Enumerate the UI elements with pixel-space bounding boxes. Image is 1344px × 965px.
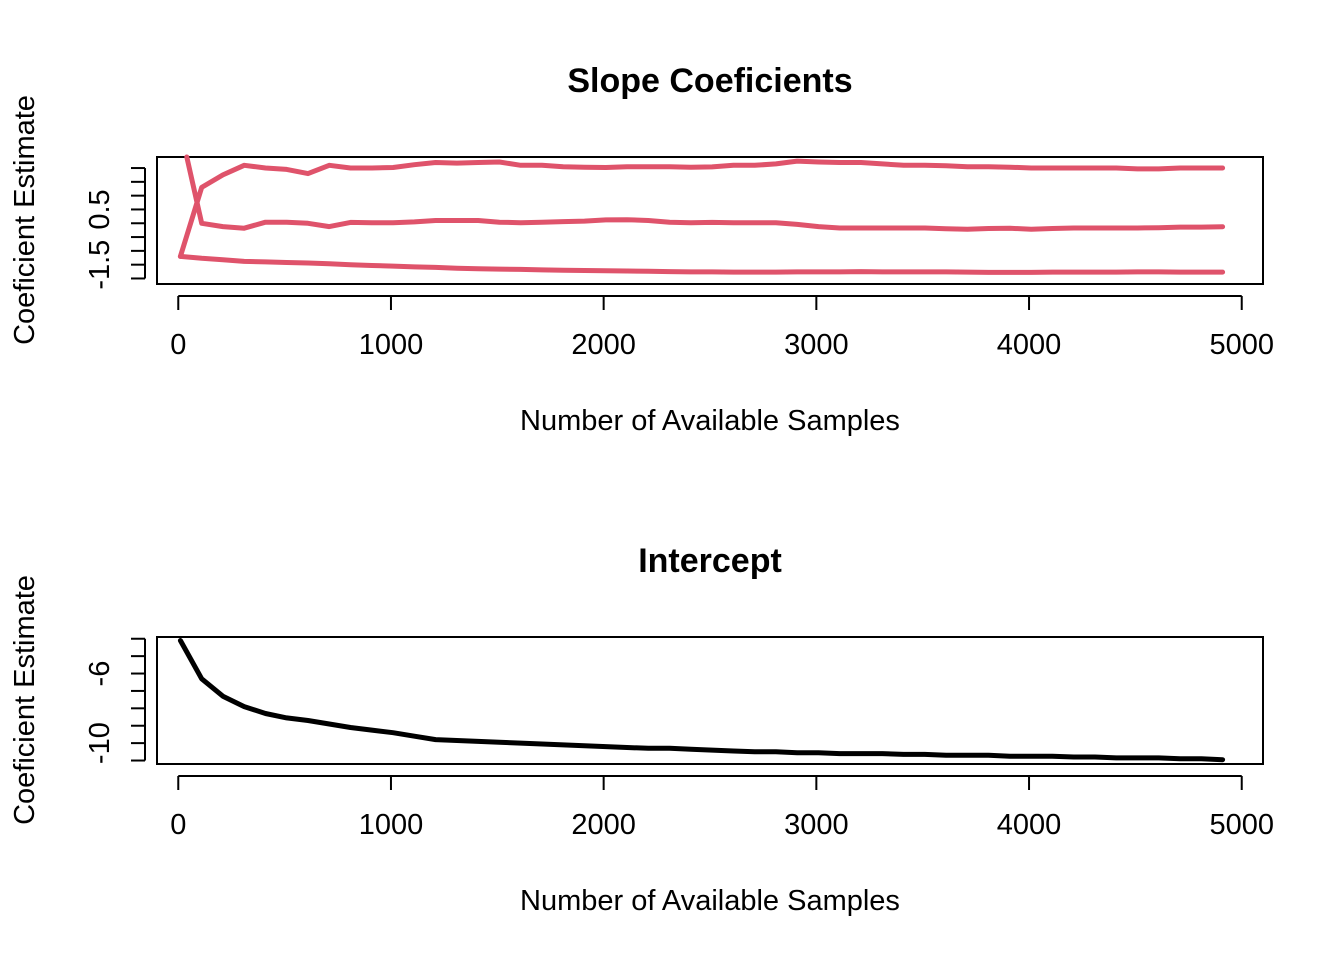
chart-intercept: Intercept 0 1000 2000 3000 4000 5000 -10 -6 Nu… — [9, 542, 1274, 917]
plot-box — [156, 636, 1264, 765]
chart-title: Slope Coeficients — [567, 62, 852, 100]
series-line — [177, 253, 1226, 275]
x-axis: 0 1000 2000 3000 4000 5000 — [170, 775, 1274, 841]
y-axis: -1.5 0.5 — [84, 167, 146, 290]
x-axis: 0 1000 2000 3000 4000 5000 — [170, 295, 1274, 361]
x-tick-label: 4000 — [997, 329, 1062, 361]
x-tick-label: 5000 — [1209, 329, 1274, 361]
series-lines — [177, 154, 1226, 275]
x-tick-label: 3000 — [784, 329, 849, 361]
y-axis-label: Coeficient Estimate — [9, 95, 41, 345]
x-tick-label: 0 — [170, 809, 186, 841]
x-tick-label: 1000 — [359, 809, 424, 841]
chart-slope-coefficients: Slope Coeficients 0 1000 2000 3000 4000 5000 … — [9, 62, 1274, 437]
x-tick-label: 0 — [170, 329, 186, 361]
series-line — [177, 638, 1226, 763]
x-tick-label: 2000 — [571, 329, 636, 361]
y-axis-label: Coeficient Estimate — [9, 575, 41, 825]
series-lines — [177, 638, 1226, 763]
x-tick-label: 1000 — [359, 329, 424, 361]
y-tick-label: -10 — [84, 722, 116, 764]
y-tick-label: -1.5 — [84, 240, 116, 290]
x-tick-label: 2000 — [571, 809, 636, 841]
plot-box — [156, 156, 1264, 285]
y-tick-label: -6 — [84, 661, 116, 687]
x-tick-label: 3000 — [784, 809, 849, 841]
series-line — [184, 154, 1226, 232]
series-line — [177, 158, 1226, 259]
x-tick-label: 5000 — [1209, 809, 1274, 841]
x-axis-label: Number of Available Samples — [520, 885, 900, 917]
chart-title: Intercept — [638, 542, 782, 580]
x-axis-label: Number of Available Samples — [520, 405, 900, 437]
x-tick-label: 4000 — [997, 809, 1062, 841]
y-axis: -10 -6 — [84, 637, 146, 764]
y-tick-label: 0.5 — [84, 189, 116, 229]
